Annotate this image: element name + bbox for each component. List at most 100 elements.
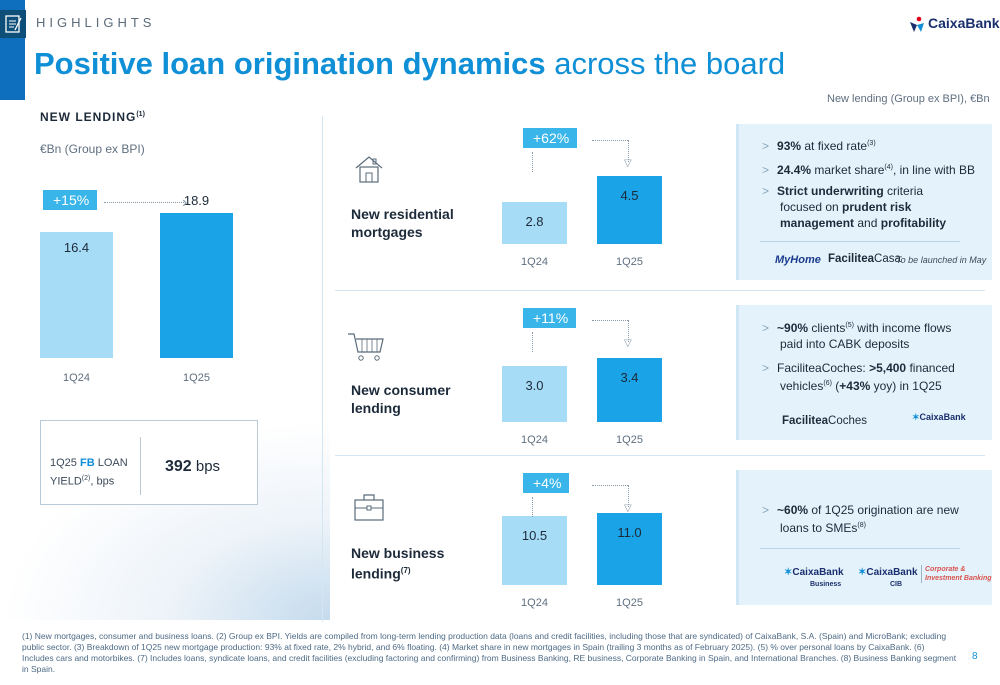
bullet-item: > Strict underwriting criteria focused on…	[762, 183, 967, 231]
new-lending-title-sup: (1)	[136, 111, 145, 118]
business-bar-1Q25	[597, 513, 662, 585]
consumer-connector	[628, 320, 629, 342]
logo-text: CaixaBank	[919, 412, 966, 422]
chevron-right-icon: >	[762, 503, 770, 517]
yield-label-unit: , bps	[90, 475, 115, 488]
footnote: (1) New mortgages, consumer and business…	[22, 631, 957, 674]
page-number: 8	[972, 651, 978, 662]
lending-note: New lending (Group ex BPI), €Bn	[827, 93, 990, 105]
launch-note: To be launched in May	[896, 255, 987, 265]
chevron-right-icon: >	[762, 184, 770, 198]
bullet-item: >93% at fixed rate(3)	[762, 136, 982, 154]
logo-text: CaixaBank	[866, 567, 918, 578]
caixabank-cib-logo: ✶CaixaBank CIB	[858, 567, 918, 590]
bullet-bold: 93%	[777, 139, 802, 153]
mortgages-growth-tag: +62%	[520, 128, 578, 148]
bullet-bold: >5,400	[869, 361, 907, 375]
bullet-bold: ~60%	[777, 503, 809, 517]
yield-label-line2: YIELD	[50, 475, 82, 488]
bullet-item: > ~60% of 1Q25 origination are new loans …	[762, 502, 977, 536]
house-icon	[352, 152, 386, 186]
facilitea-coches-logo: FaciliteaCoches	[782, 415, 867, 427]
mortgages-value-label: 4.5	[620, 188, 639, 203]
bullet-bold: prudent risk management	[780, 200, 912, 230]
page-title-bold: Positive loan origination dynamics	[34, 46, 546, 81]
info-box-consumer	[736, 305, 992, 440]
logo-sub: CIB	[890, 581, 903, 588]
new-lending-growth-tag: +15%	[40, 190, 98, 210]
yield-value-unit: bps	[191, 458, 221, 475]
row-title-line2: mortgages	[351, 224, 423, 240]
yield-label: 1Q25 FB LOAN YIELD(2), bps	[50, 456, 135, 490]
yield-label-post: LOAN	[94, 457, 128, 469]
bullet-item: > ~90% clients(5) with income flows paid …	[762, 318, 977, 352]
caixabank-star-icon	[908, 16, 926, 39]
bullet-sup: (5)	[845, 322, 854, 329]
row-title-mortgages: New residential mortgages	[351, 205, 454, 241]
caixabank-star-icon: ✶	[912, 412, 920, 422]
yield-label-pre: 1Q25	[50, 457, 80, 469]
mortgages-value-label: 2.8	[525, 213, 544, 229]
new-lending-connector	[104, 202, 184, 203]
row-title-consumer: New consumer lending	[351, 381, 451, 417]
arrow-down-icon: ▽	[624, 158, 632, 169]
business-axis-label: 1Q25	[616, 597, 643, 609]
yield-value: 392 bps	[165, 458, 220, 476]
business-bar-1Q24	[502, 516, 567, 585]
row-title-line1: New residential	[351, 206, 454, 222]
page-title-rest: across the board	[545, 46, 786, 81]
shopping-cart-icon	[346, 330, 386, 364]
row-title-line2: lending	[351, 565, 401, 582]
bullet-text: clients	[808, 321, 846, 335]
bullet-bold: +43%	[839, 379, 871, 393]
row-title-line1: New consumer	[351, 382, 451, 398]
bullet-text: with income flows paid into CABK deposit…	[780, 321, 952, 351]
section-label: HIGHLIGHTS	[36, 15, 156, 30]
chevron-right-icon: >	[762, 361, 770, 375]
bullet-text: of 1Q25 origination are new loans to SME…	[780, 503, 959, 535]
mortgages-connector	[628, 140, 629, 162]
chevron-right-icon: >	[762, 321, 770, 335]
logo-text: Investment Banking	[925, 575, 992, 582]
bullet-text: FaciliteaCoches:	[777, 361, 870, 375]
logo-rest: Casa	[874, 253, 901, 265]
consumer-bar-1Q25	[597, 358, 662, 422]
bullet-item: > FaciliteaCoches: >5,400 financed vehicl…	[762, 360, 977, 394]
consumer-value-label: 3.4	[620, 370, 639, 385]
consumer-value-label: 3.0	[525, 377, 544, 393]
briefcase-icon	[352, 490, 386, 524]
business-value-label: 10.5	[521, 528, 548, 544]
bullet-item: >24.4% market share(4), in line with BB	[762, 160, 987, 178]
consumer-axis-label: 1Q25	[616, 434, 643, 446]
row-title-business: New business lending(7)	[351, 544, 444, 583]
mortgages-connector	[532, 152, 533, 172]
bullet-bold: 24.4%	[777, 163, 812, 177]
bullet-sup: (6)	[823, 380, 832, 387]
caixabank-star-icon: ✶	[784, 567, 793, 578]
row-title-line1: New business	[351, 545, 445, 561]
new-lending-value-label: 18.9	[183, 193, 210, 208]
bullet-bold: Strict underwriting	[777, 184, 884, 198]
bullet-sup: (4)	[884, 164, 893, 171]
checklist-icon	[0, 10, 26, 38]
yield-value-number: 392	[165, 458, 192, 475]
mortgages-bar-1Q24	[502, 201, 567, 244]
bullet-text: yoy) in 1Q25	[870, 379, 942, 393]
new-lending-bar-1Q25	[160, 213, 233, 358]
arrow-down-icon: ▽	[624, 338, 632, 349]
arrow-down-icon: ▽	[624, 503, 632, 514]
row-separator	[335, 455, 985, 456]
bullet-text: financed vehicles	[780, 361, 955, 393]
right-panel	[322, 116, 990, 622]
logo-divider	[760, 241, 960, 242]
business-connector	[592, 485, 628, 486]
caixabank-logo: ✶CaixaBank	[912, 412, 966, 423]
row-title-line2: lending	[351, 400, 401, 416]
bullet-text: , in line with BB	[892, 163, 976, 177]
business-connector	[628, 485, 629, 507]
consumer-connector	[532, 332, 533, 352]
bullet-text: and	[854, 216, 881, 230]
bullet-bold: ~90%	[777, 321, 809, 335]
caixabank-star-icon: ✶	[858, 567, 867, 578]
brand-name: CaixaBank	[928, 15, 1000, 31]
